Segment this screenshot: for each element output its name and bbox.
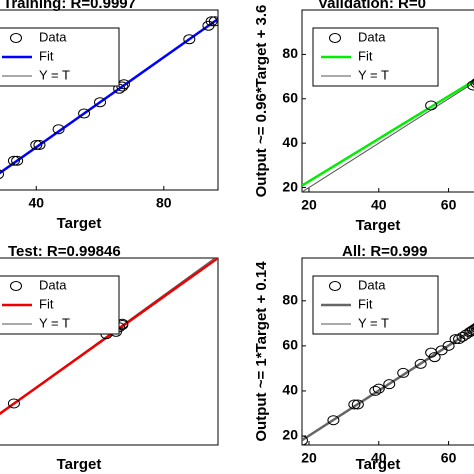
- x-axis-label: Target: [356, 217, 401, 234]
- y-tick-label: 80: [282, 292, 298, 308]
- data-point: [302, 435, 308, 445]
- y-axis-label: Output ~= 0.96*Target + 3.6: [253, 5, 270, 198]
- panel: Validation: R=0 Target Output ~= 0.96*Targ…: [253, 0, 474, 234]
- legend-label: Fit: [358, 48, 373, 63]
- data-point: [94, 97, 107, 108]
- y-tick-label: 80: [282, 45, 298, 61]
- data-point: [351, 399, 364, 410]
- data-point: [11, 155, 24, 166]
- chart-title: All: R=0.999: [342, 243, 427, 260]
- fit-line: [302, 79, 474, 187]
- x-tick-label: 60: [441, 450, 457, 466]
- x-tick-label: 40: [371, 197, 387, 213]
- y-axis-label: Output ~= 1*Target + 0.14: [253, 261, 270, 442]
- data-point: [383, 379, 396, 390]
- panel: All: R=0.999 Target Output ~= 1*Target + 0…: [253, 243, 474, 473]
- data-point: [468, 324, 474, 334]
- legend-marker: [329, 281, 341, 291]
- data-point: [183, 34, 196, 45]
- y-tick-label: 20: [282, 178, 298, 194]
- plot: [302, 78, 474, 192]
- x-axis-label: Target: [57, 456, 102, 473]
- legend-label: Y = T: [39, 67, 70, 82]
- legend-label: Y = T: [39, 315, 70, 330]
- y-tick-label: 60: [282, 89, 298, 105]
- legend-label: Fit: [39, 48, 54, 63]
- x-tick-label: 60: [441, 197, 457, 213]
- x-tick-label: 40: [371, 450, 387, 466]
- legend-label: Y = T: [358, 67, 389, 82]
- data-point: [442, 340, 455, 351]
- plot: [0, 258, 218, 416]
- legend-marker: [10, 281, 22, 291]
- x-tick-label: 20: [301, 450, 317, 466]
- chart-title: Test: R=0.99846: [8, 243, 121, 260]
- y-tick-label: 40: [282, 134, 298, 150]
- data-point: [30, 140, 43, 150]
- legend-label: Data: [358, 29, 386, 44]
- data-point: [472, 323, 474, 331]
- data-point: [472, 78, 474, 86]
- identity-line: [302, 82, 474, 192]
- panel: Test: R=0.99846 Target Data Fit Y = T: [0, 243, 219, 473]
- y-tick-label: 60: [282, 337, 298, 353]
- data-point: [52, 124, 65, 135]
- x-tick-label: 20: [301, 197, 317, 213]
- legend-label: Fit: [39, 296, 54, 311]
- data-point: [205, 16, 218, 27]
- x-tick-label: 40: [28, 195, 44, 211]
- legend-marker: [329, 33, 341, 43]
- x-axis-label: Target: [57, 215, 102, 232]
- chart-title: Validation: R=0: [318, 0, 426, 12]
- chart-title: Training: R=0.9997: [3, 0, 136, 12]
- y-tick-label: 40: [282, 382, 298, 398]
- legend-label: Data: [39, 29, 67, 44]
- data-point: [208, 16, 218, 27]
- legend-label: Data: [39, 277, 67, 292]
- fit-line: [0, 17, 218, 175]
- data-point: [33, 140, 46, 150]
- data-point: [327, 415, 340, 426]
- legend-marker: [10, 33, 22, 43]
- data-point: [470, 323, 474, 333]
- panel: Training: R=0.9997 Target 40 80 Data Fit Y = T: [0, 0, 219, 232]
- x-tick-label: 80: [156, 195, 172, 211]
- data-point: [7, 398, 20, 409]
- x-axis-label: Target: [356, 456, 401, 473]
- data-point: [425, 100, 438, 111]
- fit-line: [302, 327, 474, 442]
- plot: [0, 16, 218, 179]
- data-point: [414, 358, 427, 369]
- y-tick-label: 20: [282, 427, 298, 443]
- data-point: [428, 352, 441, 363]
- data-point: [397, 367, 410, 378]
- data-point: [7, 155, 20, 166]
- legend-label: Data: [358, 277, 386, 292]
- data-point: [0, 169, 4, 179]
- data-point: [372, 383, 385, 394]
- data-point: [449, 334, 462, 345]
- data-point: [369, 385, 382, 396]
- plot: [302, 323, 474, 445]
- data-point: [78, 108, 91, 119]
- data-point: [470, 78, 474, 88]
- fit-line: [0, 258, 218, 416]
- legend-label: Y = T: [358, 315, 389, 330]
- legend-label: Fit: [358, 296, 373, 311]
- data-point: [348, 399, 361, 410]
